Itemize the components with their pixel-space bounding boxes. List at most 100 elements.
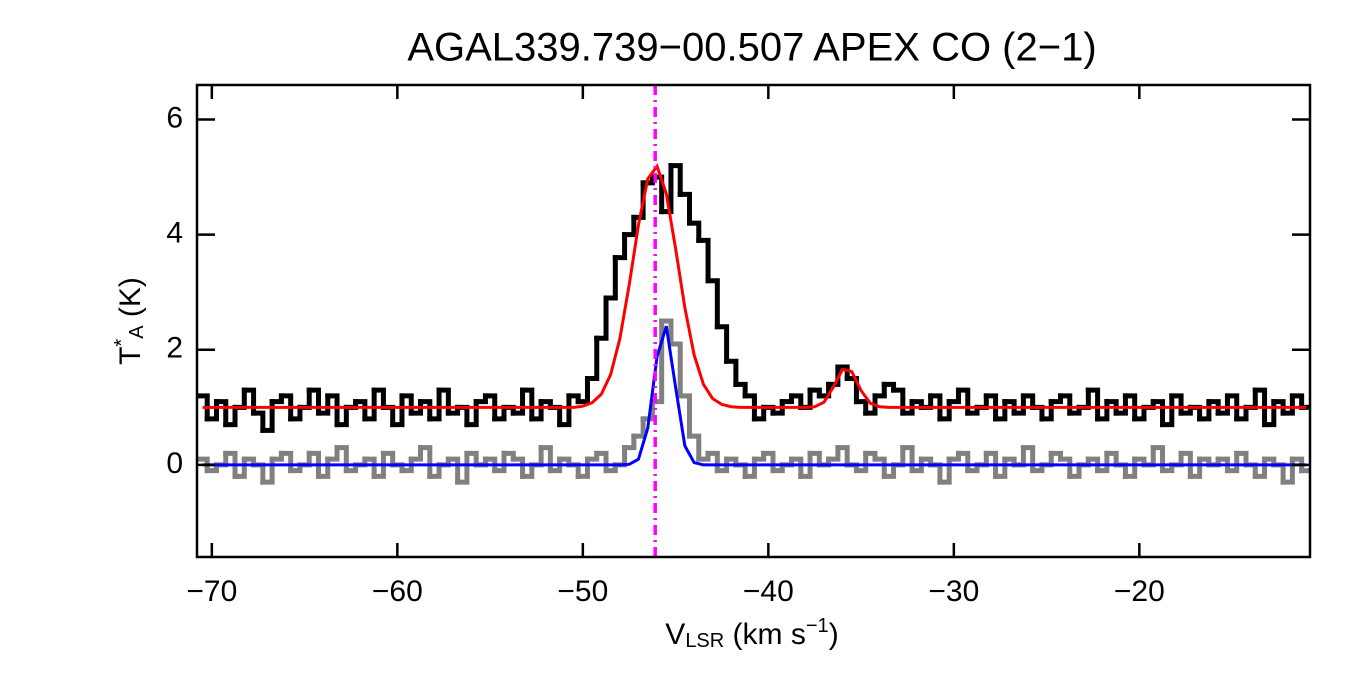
spectrum-channel [714,456,730,474]
spectrum-channel [1280,393,1295,416]
spectrum-channel [1289,456,1305,474]
spectrum-channel [946,387,961,405]
axis-label-part: A [126,325,148,339]
spectrum-channel [334,404,349,428]
spectrum-channel [260,399,275,433]
spectrum-channel [714,324,730,364]
spectrum-channel [789,456,804,479]
spectrum-channel [223,404,238,428]
spectrum-channel [288,404,303,422]
axis-label-part: (K) [114,277,147,325]
spectrum-channel [399,456,414,474]
spectrum-channel [594,295,609,341]
spectrum-channel [1234,404,1249,422]
spectrum-channel [197,393,210,422]
spectrum-channel [612,232,628,261]
spectrum-channel [1104,399,1119,416]
x-tick-label: −30 [928,575,979,608]
spectrum-channel [371,450,386,479]
spectrum-channel [1224,393,1240,422]
spectrum-channel [260,456,275,485]
spectrum-channel [640,399,655,422]
spectrum-channel [362,387,377,422]
spectrum-channel [881,462,897,479]
spectrum-channel [306,387,322,416]
spectrum-channel [1280,456,1295,485]
spectrum-channel [408,445,424,462]
spectrum-channel [427,387,442,422]
axis-label-part: ) [829,618,839,651]
plot-area [197,85,1310,557]
spectrum-channel [482,393,498,422]
spectrum-channel [1020,393,1036,410]
plot-frame [195,83,1312,559]
spectrum-channel [724,358,739,387]
spectrum-channel [520,462,535,479]
spectrum-channel [900,399,915,416]
spectrum-channel [492,450,507,474]
spectrum-channel [835,364,850,382]
spectrum-channel [872,456,887,479]
spectrum-channel [622,214,637,238]
spectrum-channel [408,399,424,416]
spectrum-channel [631,416,646,439]
spectrum-channel [353,399,368,422]
spectrum-channel [891,387,906,416]
spectrum-channel [853,399,869,416]
spectrum-channel [677,191,693,226]
fit-line [202,325,1307,467]
spectrum-channel [807,450,822,468]
spectrum-channel [1178,450,1193,479]
spectrum-channel [863,393,878,416]
spectrum-channel [835,445,850,468]
spectrum-channel [251,410,266,433]
spectrum-channel [427,462,442,479]
spectrum-channel [928,393,943,422]
spectrum-channel [547,456,563,474]
spectrum-channel [334,445,349,474]
spectrum-channel [1150,445,1166,474]
spectrum-channel [371,387,386,410]
spectrum-channel [1113,393,1128,416]
spectrum-channel [390,393,405,428]
y-axis-label: T*A (K) [111,277,148,365]
spectrum-channel [1224,450,1240,474]
spectrum-channel [696,237,711,284]
axis-label-part: (km s [724,618,806,651]
y-tick-label: 6 [166,101,183,134]
spectrum-channel [325,445,340,462]
spectrum-channel [418,445,433,479]
spectrum-channel [1160,393,1175,428]
spectrum-channel [1058,456,1073,479]
spectrum-channel [1085,456,1101,474]
spectrum-channel [983,450,999,479]
spectrum-channel [1067,462,1082,479]
spectrum-channel [668,163,683,197]
spectrum-channel [900,445,915,474]
spectrum-channel [584,335,600,382]
spectrum-channel [687,220,702,243]
spectrum-channel [510,456,526,479]
spectrum-channel [742,393,757,422]
spectrum-channel [213,399,229,428]
spectrum-channel [733,381,748,399]
spectrum-channel [1020,445,1036,474]
spectrum-channel [575,376,590,405]
axis-label-part: * [111,339,133,347]
spectrum-channel [1150,399,1166,428]
chart-title: AGAL339.739−00.507 APEX CO (2−1) [407,26,1096,70]
spectrum-channel [455,450,470,485]
spectrum-channel [482,456,498,474]
x-tick-label: −70 [186,575,237,608]
spectrum-channel [418,399,433,422]
spectrum-channel [362,456,377,479]
spectrum-channel [278,393,294,422]
spectrum-channel [1085,387,1101,422]
spectrum-channel [520,387,535,422]
spectrum-channel [436,387,451,416]
spectrum-channel [1289,393,1305,410]
spectrum-channel [1206,399,1221,416]
spectrum-channel [668,341,683,399]
spectrum-channel [705,278,720,330]
